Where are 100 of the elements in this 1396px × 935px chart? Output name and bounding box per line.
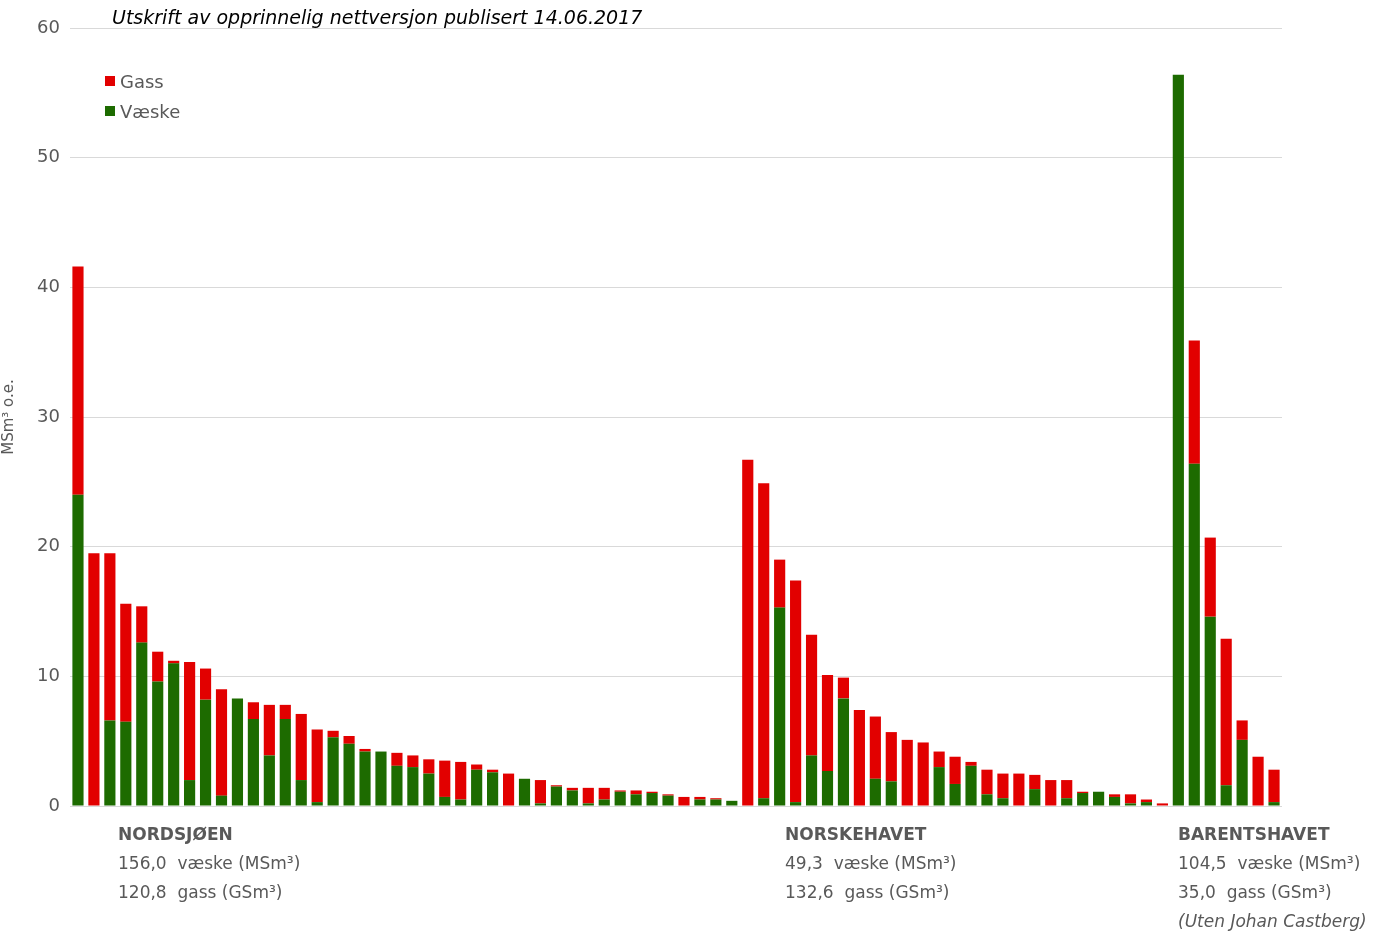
bar [231,698,244,806]
bar [279,719,291,806]
text: (Uten Johan Castberg) [1178,911,1367,931]
bar [805,755,818,806]
bar [327,737,339,806]
bar [1268,802,1280,806]
bar [279,704,291,720]
bar [1029,774,1041,790]
bar [72,266,84,495]
bar [790,580,802,803]
y-axis-title: MSm³ o.e. [0,379,17,455]
bar [423,759,435,774]
bar [965,765,977,806]
bar [662,795,674,806]
y-tick-label: 60 [37,15,60,37]
bar [742,459,754,806]
bar [88,553,100,806]
bar [805,634,818,756]
bar [375,751,387,806]
bar [885,732,897,782]
bar [247,702,259,720]
bar [1077,793,1089,806]
bar [1172,74,1184,806]
bar [391,752,403,766]
bar [487,772,499,806]
bar [869,778,881,806]
bar [710,799,722,806]
bar [997,773,1009,799]
bar [837,698,850,806]
bar [199,668,212,700]
legend-label: Gass [120,70,164,92]
bar [518,778,531,806]
y-tick-label: 40 [37,275,60,297]
bar [327,730,339,738]
bar [901,739,913,806]
bar [550,786,562,806]
bar [311,802,323,806]
bar [359,748,371,752]
bar [1188,340,1200,464]
bar [104,553,116,721]
bar [104,720,116,806]
y-tick-label: 20 [37,534,60,556]
bar [455,761,467,800]
bar [774,559,786,608]
bar [1061,780,1073,799]
bar [215,795,228,806]
bar [471,764,483,770]
bar [1220,785,1232,806]
bar [1108,796,1121,806]
bar [726,800,738,806]
bar [582,787,594,804]
bar [1204,537,1216,617]
bar [758,483,770,799]
bar [949,783,961,806]
bar [821,770,834,806]
bar [199,699,212,806]
bar [1045,780,1057,806]
bar [72,494,84,806]
bar [566,790,578,806]
text: 104,5 væske (MSm³) [1178,853,1361,873]
bar [598,799,610,806]
bar [917,742,929,806]
bar [343,743,355,806]
bar [949,756,961,784]
text: 35,0 gass (GSm³) [1178,882,1332,902]
text: NORDSJØEN [118,824,233,844]
bar [1124,794,1137,804]
bar [423,773,435,806]
bar [1204,616,1216,806]
bar [933,767,945,806]
bar [263,755,275,806]
bar [439,796,451,806]
bar [136,606,148,643]
bar [120,603,132,722]
bar [1220,638,1232,786]
text: 156,0 væske (MSm³) [118,853,301,873]
bar [455,799,467,806]
bar [1268,769,1280,803]
text: 132,6 gass (GSm³) [785,882,950,902]
y-tick-label: 30 [37,404,60,426]
bar [534,780,547,804]
bar [1188,463,1200,806]
bar [1236,739,1248,806]
y-tick-label: 0 [48,793,60,815]
bar [1124,803,1137,806]
bar [758,798,770,806]
bar [359,751,371,806]
bar [694,799,706,806]
bar [885,781,897,806]
bar [1108,794,1121,797]
bar [630,794,642,806]
bar [263,704,275,756]
bar [184,662,196,781]
text: 49,3 væske (MSm³) [785,853,957,873]
bar [981,794,993,806]
bar [168,663,180,806]
bar [407,767,419,806]
text: NORSKEHAVET [785,824,927,844]
bar [343,735,355,744]
bar [1093,791,1105,806]
